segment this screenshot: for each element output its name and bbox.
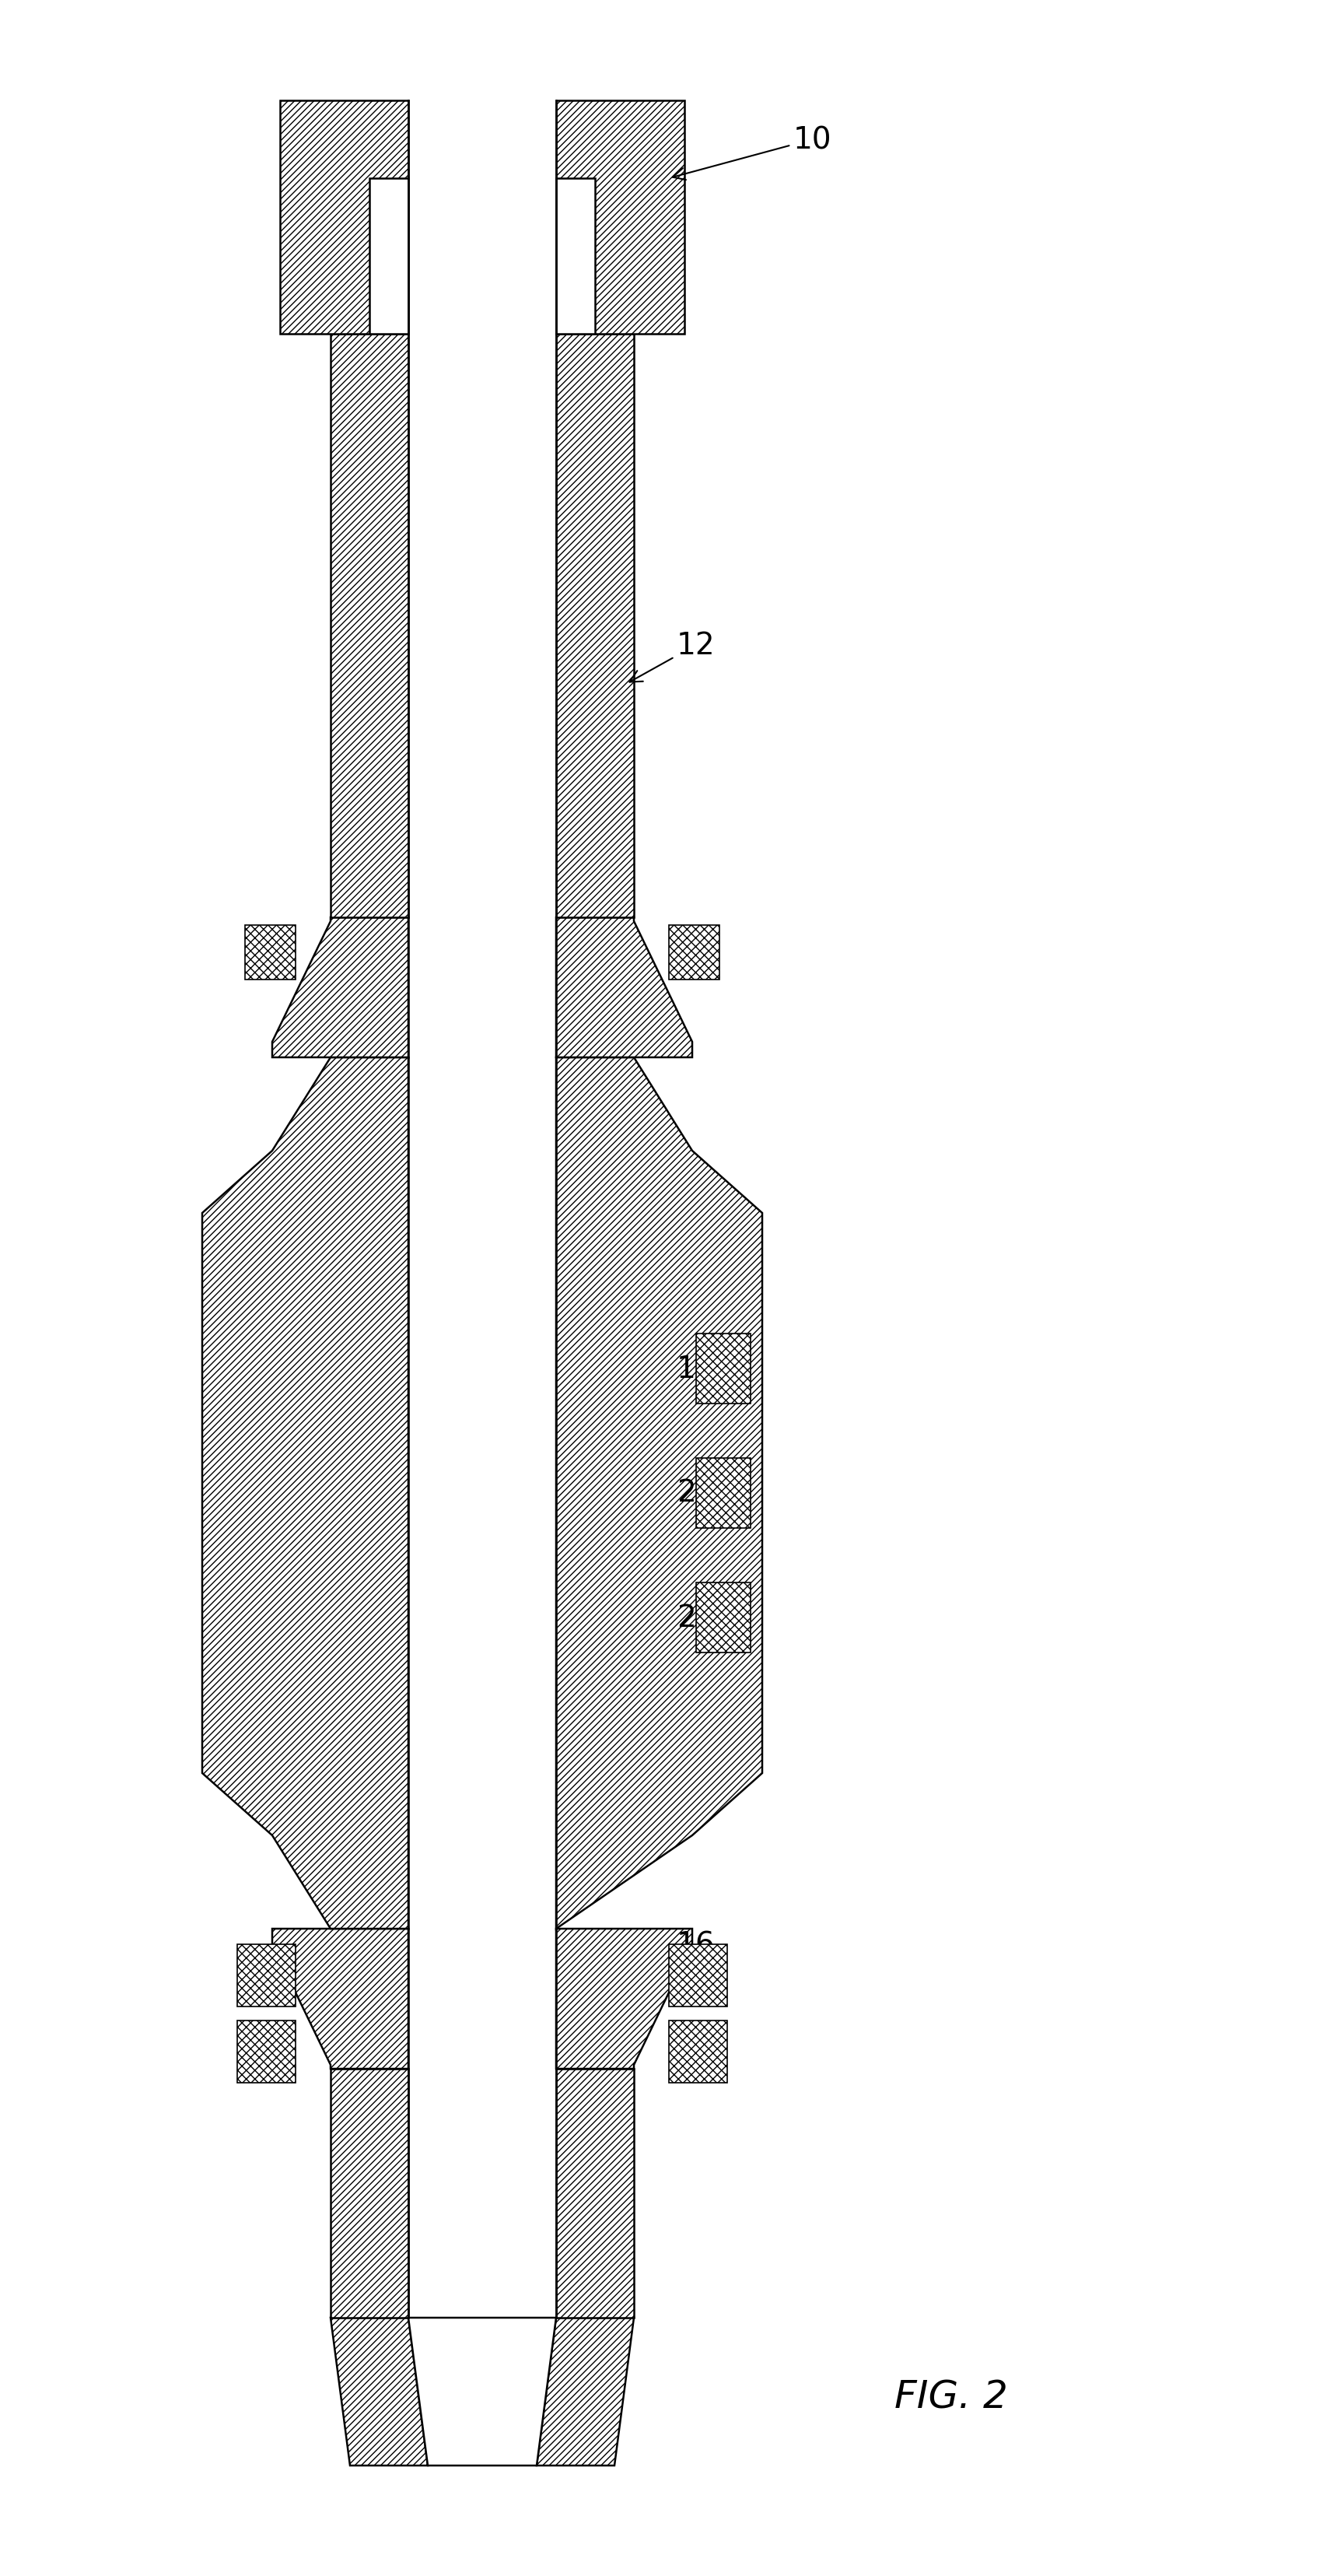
Polygon shape <box>369 178 409 335</box>
Polygon shape <box>409 2069 556 2318</box>
Polygon shape <box>409 100 556 335</box>
Text: 20: 20 <box>676 1479 746 1507</box>
Polygon shape <box>409 1929 556 2069</box>
Text: 16: 16 <box>676 1929 716 1971</box>
Polygon shape <box>331 335 409 917</box>
Text: 22: 22 <box>676 1602 746 1633</box>
Polygon shape <box>556 178 595 335</box>
Polygon shape <box>409 1059 556 1929</box>
Polygon shape <box>669 2020 728 2084</box>
Polygon shape <box>331 2069 409 2318</box>
Polygon shape <box>669 925 720 979</box>
Polygon shape <box>669 1945 728 2007</box>
Text: 10: 10 <box>672 126 832 180</box>
Polygon shape <box>280 100 409 335</box>
Polygon shape <box>202 1059 409 1929</box>
Polygon shape <box>556 335 634 917</box>
Text: 14: 14 <box>676 938 716 969</box>
Polygon shape <box>556 1059 762 1929</box>
Text: 18: 18 <box>676 1355 746 1383</box>
Polygon shape <box>273 917 409 1059</box>
Polygon shape <box>409 335 556 917</box>
Text: FIG. 2: FIG. 2 <box>894 2378 1008 2416</box>
Polygon shape <box>696 1582 750 1654</box>
Polygon shape <box>409 917 556 1059</box>
Polygon shape <box>556 100 684 335</box>
Polygon shape <box>237 1945 295 2007</box>
Polygon shape <box>696 1458 750 1528</box>
Polygon shape <box>556 917 692 1059</box>
Polygon shape <box>245 925 295 979</box>
Polygon shape <box>537 2318 634 2465</box>
Polygon shape <box>273 1929 409 2069</box>
Polygon shape <box>556 2069 634 2318</box>
Polygon shape <box>409 2318 556 2465</box>
Polygon shape <box>696 1334 750 1404</box>
Text: 12: 12 <box>630 631 716 683</box>
Polygon shape <box>237 2020 295 2084</box>
Text: 24: 24 <box>676 2038 716 2066</box>
Polygon shape <box>331 2318 427 2465</box>
Polygon shape <box>556 1929 692 2069</box>
